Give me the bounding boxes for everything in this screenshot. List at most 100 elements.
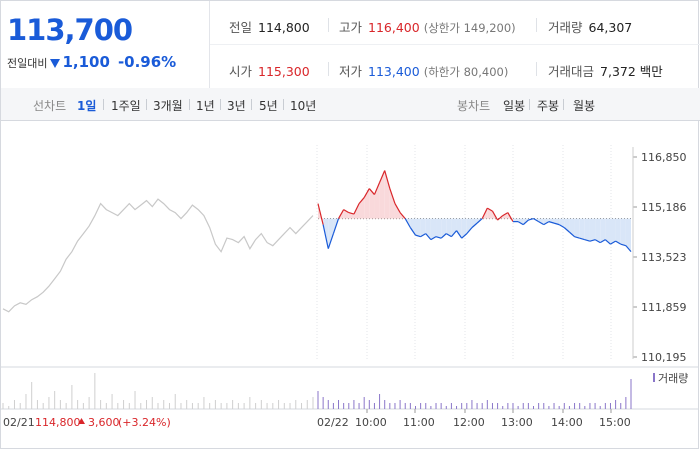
area-segment xyxy=(410,218,416,236)
candle-tab-weekly[interactable]: 주봉 xyxy=(537,99,560,113)
today-series-segment xyxy=(440,233,447,239)
area-segment xyxy=(574,218,580,239)
area-segment xyxy=(441,218,447,239)
today-series-segment xyxy=(384,170,391,189)
area-segment xyxy=(584,218,590,242)
y-tick-label: 113,523 xyxy=(641,251,687,264)
range-tab-1y[interactable]: 1년 xyxy=(196,99,215,113)
today-series-segment xyxy=(379,170,386,183)
prev-day-change-pct: (+3.24%) xyxy=(118,416,171,429)
area-segment xyxy=(461,218,467,239)
today-series-segment xyxy=(538,221,545,226)
area-segment xyxy=(451,218,457,237)
area-segment xyxy=(620,218,626,246)
open-label: 시가 xyxy=(229,64,253,79)
range-tab-3y[interactable]: 3년 xyxy=(227,99,246,113)
today-series-segment xyxy=(615,240,622,245)
today-series-segment xyxy=(420,233,427,238)
today-series-segment xyxy=(363,188,370,198)
y-tick-label: 111,859 xyxy=(641,301,687,314)
today-series-segment xyxy=(430,236,437,241)
x-axis: 10:00 11:00 12:00 13:00 14:00 15:00 02/22 xyxy=(317,409,631,429)
area-segment xyxy=(559,218,565,228)
area-segment xyxy=(579,218,585,240)
area-segment xyxy=(625,218,631,252)
divider xyxy=(146,99,147,110)
area-segment xyxy=(615,218,621,245)
area-segment xyxy=(384,170,390,219)
divider xyxy=(103,99,104,110)
area-segment xyxy=(389,188,395,219)
today-series-segment xyxy=(481,207,488,219)
down-triangle-icon xyxy=(50,59,61,68)
range-tab-3m[interactable]: 3개월 xyxy=(153,99,183,113)
divider xyxy=(189,99,190,110)
divider xyxy=(210,44,700,45)
range-tab-10y[interactable]: 10년 xyxy=(290,99,317,113)
trade-value: 7,372 백만 xyxy=(600,64,663,79)
area-segment xyxy=(369,188,375,219)
x-tick-label: 11:00 xyxy=(403,416,435,429)
today-series-segment xyxy=(610,240,616,245)
change-row: 전일대비 1,100 -0.96% xyxy=(7,53,176,71)
today-series-segment xyxy=(404,218,411,228)
today-series-segment xyxy=(425,233,432,241)
x-date-label: 02/22 xyxy=(317,416,349,429)
today-series-segment xyxy=(456,230,463,239)
area-segment xyxy=(328,218,334,249)
area-segment xyxy=(415,218,421,237)
today-series-segment xyxy=(558,224,565,229)
range-tab-5y[interactable]: 5년 xyxy=(259,99,278,113)
x-tick-label: 14:00 xyxy=(551,416,583,429)
today-series-segment xyxy=(317,203,324,225)
area-segment xyxy=(543,218,549,225)
price-lines xyxy=(2,170,632,313)
divider xyxy=(529,99,530,110)
price-summary: 113,700 전일대비 1,100 -0.96% 전일 114,800 고가 116,… xyxy=(1,1,700,89)
candle-chart-label: 봉차트 xyxy=(457,99,491,113)
lower-limit: (하한가 80,400) xyxy=(423,65,509,79)
area-segment xyxy=(379,170,385,219)
today-series-segment xyxy=(389,188,396,204)
today-series-segment xyxy=(620,243,627,247)
volume-bars: 거래량 xyxy=(1,366,699,410)
today-series-segment xyxy=(589,239,596,242)
today-series-segment xyxy=(517,221,524,226)
today-series-segment xyxy=(466,227,473,235)
area-segment xyxy=(589,218,596,242)
chart-toolbar: 선차트 1일 1주일 3개월 1년 3년 5년 10년 봉차트 일봉 주봉 월봉 xyxy=(1,88,700,121)
candle-tab-monthly[interactable]: 월봉 xyxy=(573,99,596,113)
volume-legend-swatch xyxy=(653,373,655,382)
divider xyxy=(220,99,221,110)
volume-cell: 거래량 64,307 xyxy=(548,17,632,36)
divider xyxy=(536,18,537,32)
area-segment xyxy=(528,218,534,221)
area-segment xyxy=(436,218,442,239)
x-tick-label: 12:00 xyxy=(453,416,485,429)
today-series-segment xyxy=(487,207,493,212)
today-series-segment xyxy=(415,234,421,238)
low-cell: 저가 113,400 (하한가 80,400) xyxy=(339,61,508,80)
high-cell: 고가 116,400 (상한가 149,200) xyxy=(339,17,516,36)
range-tab-1w[interactable]: 1주일 xyxy=(111,99,141,113)
today-series-segment xyxy=(522,219,529,226)
y-tick-label: 115,186 xyxy=(641,201,687,214)
prev-day-summary: 02/21 114,800 3,600(+3.24%) xyxy=(3,416,171,429)
today-series-segment xyxy=(507,212,514,222)
candle-tab-daily[interactable]: 일봉 xyxy=(503,99,526,113)
change-amount: 1,100 xyxy=(62,53,110,71)
today-series-segment xyxy=(399,212,406,219)
gridlines xyxy=(316,145,612,361)
today-series-segment xyxy=(343,209,350,214)
area-segment xyxy=(512,218,519,222)
today-series-segment xyxy=(338,209,345,219)
high-label: 고가 xyxy=(339,20,363,35)
up-triangle-icon xyxy=(78,418,85,424)
range-tab-1d[interactable]: 1일 xyxy=(77,99,97,113)
today-series-segment xyxy=(445,233,452,238)
area-segment xyxy=(538,218,544,225)
today-series-segment xyxy=(348,212,355,215)
low-value: 113,400 xyxy=(368,64,420,79)
